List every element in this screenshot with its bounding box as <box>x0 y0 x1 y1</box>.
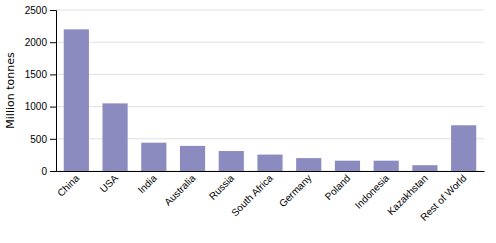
x-axis: China USA IndiaAustralia RussiaSouth Africa… <box>55 172 484 223</box>
tick: 1000 <box>25 101 56 112</box>
axis-line <box>57 171 485 172</box>
grid-line <box>56 10 484 11</box>
tick: China <box>55 172 82 199</box>
plot: 0 500 1000 1500 2000 2500 China USA IndiaAustral… <box>25 5 485 223</box>
tick: South Africa <box>229 172 275 218</box>
tick-label: 1500 <box>25 69 48 80</box>
tick-mark <box>50 10 56 11</box>
tick-mark <box>50 171 56 172</box>
tick: 0 <box>41 166 56 177</box>
tick-label: Rest of World <box>418 172 468 222</box>
tick-label: 500 <box>30 134 47 145</box>
tick-mark <box>50 107 56 108</box>
tick-label: South Africa <box>229 172 275 218</box>
tick: Rest of World <box>418 172 468 222</box>
tick-mark <box>50 74 56 75</box>
bar <box>219 151 244 171</box>
tick: 1500 <box>25 69 56 80</box>
tick-label: Indonesia <box>353 172 392 211</box>
tick-label: China <box>55 172 82 199</box>
grid <box>56 10 484 171</box>
tick-label: Germany <box>277 172 314 209</box>
bar <box>141 143 166 171</box>
tick-mark <box>50 42 56 43</box>
tick-label: USA <box>98 172 121 195</box>
tick: Russia <box>207 172 237 202</box>
grid-line <box>56 42 484 43</box>
tick-label: India <box>136 172 159 195</box>
bar <box>451 125 476 171</box>
tick-label: 2000 <box>25 37 48 48</box>
bar <box>180 146 205 171</box>
tick: 2500 <box>25 5 56 16</box>
bar <box>412 165 437 171</box>
tick-label: 0 <box>41 166 47 177</box>
tick: 2000 <box>25 37 56 48</box>
tick: India <box>136 172 159 195</box>
y-axis-title: Million tonnes <box>4 52 17 129</box>
tick-label: Russia <box>207 172 237 202</box>
bar <box>257 155 282 171</box>
axis-line <box>50 11 57 172</box>
tick: Poland <box>323 172 353 202</box>
bar <box>296 158 321 171</box>
tick-label: Australia <box>162 172 198 208</box>
bar <box>374 161 399 171</box>
chart: 0 500 1000 1500 2000 2500 China USA IndiaAustral… <box>0 0 496 243</box>
bar <box>335 161 360 171</box>
y-axis: 0 500 1000 1500 2000 2500 <box>25 5 57 177</box>
tick-label: Poland <box>323 172 353 202</box>
bar <box>64 29 89 171</box>
tick: 500 <box>30 134 56 145</box>
bars <box>64 29 477 171</box>
tick-label: 2500 <box>25 5 48 16</box>
bar <box>102 103 127 171</box>
tick-label: 1000 <box>25 101 48 112</box>
tick-mark <box>50 139 56 140</box>
tick: Germany <box>277 172 314 209</box>
tick: USA <box>98 172 121 195</box>
tick: Indonesia <box>353 172 392 211</box>
tick: Australia <box>162 172 198 208</box>
grid-line <box>56 74 484 75</box>
